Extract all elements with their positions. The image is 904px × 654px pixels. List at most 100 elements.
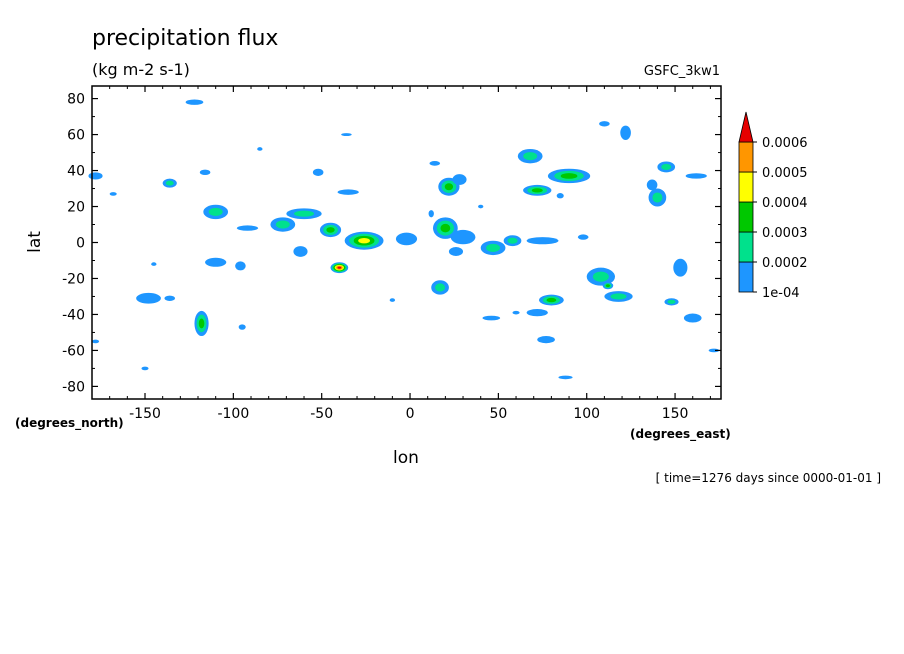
dataset-label: GSFC_3kw1 — [644, 64, 720, 79]
precip-cell — [602, 282, 614, 290]
precip-cell — [512, 310, 520, 315]
x-tick-label: -100 — [217, 406, 249, 422]
precip-cell-level-1 — [450, 229, 476, 245]
colorbar-swatch — [738, 261, 754, 293]
precip-cell — [547, 168, 591, 184]
y-tick-label: 40 — [67, 164, 85, 180]
precip-cell — [235, 261, 246, 271]
x-tick-label: 150 — [662, 406, 689, 422]
precip-cell-level-2 — [208, 207, 223, 216]
precip-cell — [238, 324, 246, 330]
precip-cell — [164, 295, 176, 301]
precip-cell — [428, 210, 434, 218]
x-tick-label: 100 — [573, 406, 600, 422]
precip-cell-level-1 — [448, 246, 464, 256]
precip-cell — [452, 174, 467, 185]
precip-cell — [526, 237, 559, 245]
y-tick-label: -40 — [62, 307, 85, 323]
precip-cell — [199, 169, 211, 176]
precip-cell-level-3 — [546, 297, 557, 303]
precip-cell-level-1 — [136, 292, 161, 304]
precip-cell — [429, 161, 441, 166]
precip-cell-level-2 — [435, 283, 446, 292]
precip-cell-level-1 — [205, 257, 227, 267]
precip-cell — [194, 310, 209, 337]
colorbar-label: 0.0006 — [762, 136, 808, 151]
precip-cell — [523, 184, 552, 196]
precip-cell-level-1 — [341, 133, 352, 137]
precip-cell — [433, 217, 458, 239]
precip-cell-level-1 — [577, 234, 589, 240]
precip-cell — [657, 161, 676, 173]
precip-cell — [312, 168, 324, 176]
precip-cell — [293, 246, 308, 257]
precip-cell — [109, 192, 117, 196]
precip-cell — [478, 204, 484, 209]
precip-cell-level-1 — [685, 173, 707, 179]
precip-cell-level-1 — [556, 193, 564, 199]
chart-title: precipitation flux — [92, 26, 278, 51]
chart-subtitle: (kg m-2 s-1) — [92, 60, 190, 79]
precip-cell-level-1 — [257, 147, 263, 151]
precip-cell-level-1 — [708, 348, 720, 353]
precip-cell-level-2 — [661, 163, 672, 170]
x-axis-label: lon — [393, 448, 419, 468]
precip-cell-level-1 — [235, 261, 246, 271]
precip-cell-level-1 — [312, 168, 324, 176]
colorbar-swatch — [738, 141, 754, 173]
precip-cell — [708, 348, 720, 353]
contour-cells — [88, 99, 720, 380]
precip-cell — [257, 147, 263, 151]
precip-cell — [319, 222, 342, 238]
precip-cell-level-2 — [523, 152, 538, 161]
precip-cell-level-3 — [605, 284, 611, 288]
colorbar-overflow-arrow — [738, 111, 754, 143]
precip-cell — [620, 125, 631, 140]
precip-cell — [205, 257, 227, 267]
precip-cell-level-1 — [537, 336, 555, 344]
precip-cell — [395, 232, 418, 246]
precip-cell-level-1 — [92, 339, 100, 344]
precip-cell-level-1 — [526, 309, 548, 317]
precip-cell — [330, 262, 349, 274]
precip-cell-level-2 — [507, 237, 518, 244]
y-axis-label: lat — [25, 231, 45, 253]
precip-cell-level-1 — [452, 174, 467, 185]
x-tick-label: 50 — [489, 406, 507, 422]
precip-cell-level-3 — [444, 183, 454, 191]
precip-cell — [151, 262, 157, 266]
precip-cell-level-1 — [109, 192, 117, 196]
precip-cell — [517, 148, 543, 164]
colorbar-label: 0.0002 — [762, 256, 808, 271]
precip-cell-level-1 — [238, 324, 246, 330]
precip-cell — [344, 231, 384, 250]
precip-cell — [480, 240, 506, 256]
precip-cell — [539, 294, 564, 306]
precip-cell — [599, 121, 610, 127]
precip-cell — [685, 173, 707, 179]
precip-cell — [503, 235, 522, 247]
precip-cell-level-3 — [326, 227, 335, 233]
precip-cell — [664, 298, 679, 306]
x-tick-label: 0 — [406, 406, 415, 422]
precip-cell-level-2 — [486, 243, 501, 252]
axis-ticks: -150 -100 -50 0 50 100 150 80 60 40 20 0 -20 -40 -60 -8… — [62, 86, 721, 422]
precip-cell-level-1 — [673, 258, 688, 277]
colorbar-label: 1e-04 — [762, 286, 800, 301]
precip-cell-level-1 — [389, 298, 396, 302]
y-tick-label: 80 — [67, 92, 85, 108]
precip-cell — [337, 189, 359, 195]
precip-cell — [648, 188, 667, 207]
y-tick-label: 20 — [67, 200, 85, 216]
precip-cell-level-1 — [141, 366, 149, 371]
precip-cell-level-1 — [185, 99, 204, 105]
precip-cell-level-2 — [667, 299, 676, 304]
colorbar-swatch — [738, 231, 754, 263]
precip-cell-level-1 — [599, 121, 610, 127]
y-tick-label: 0 — [76, 236, 85, 252]
precip-cell — [136, 292, 161, 304]
precip-cell-level-2 — [294, 210, 315, 217]
precip-cell-level-1 — [620, 125, 631, 140]
precip-cell-level-2 — [610, 293, 627, 300]
precip-cell-level-1 — [88, 172, 103, 180]
